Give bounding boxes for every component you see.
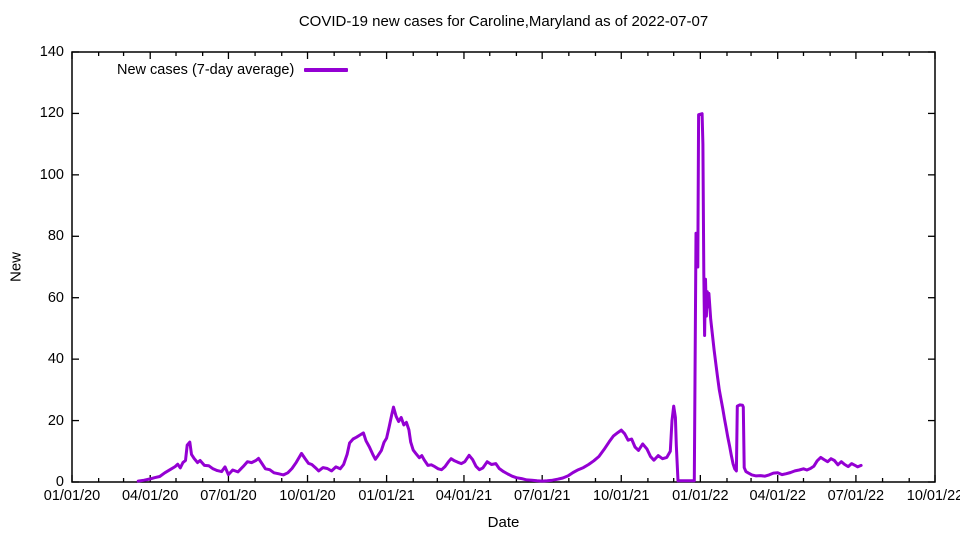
legend-label: New cases (7-day average) — [117, 62, 295, 78]
x-tick-label: 07/01/22 — [827, 488, 885, 504]
chart-title: COVID-19 new cases for Caroline,Maryland… — [298, 13, 709, 30]
legend-line-swatch — [304, 68, 349, 72]
y-tick-label: 0 — [55, 474, 64, 490]
x-tick-label: 10/01/20 — [279, 488, 336, 504]
x-tick-label: 04/01/20 — [121, 488, 179, 504]
series-line-new-cases — [136, 112, 863, 483]
x-axis-label: Date — [487, 514, 520, 531]
x-tick-label: 01/01/20 — [43, 488, 101, 504]
y-tick-label: 60 — [47, 289, 64, 306]
legend: New cases (7-day average) — [117, 62, 349, 78]
x-tick-label: 07/01/20 — [200, 488, 257, 504]
x-tick-label: 07/01/21 — [513, 488, 571, 504]
y-tick-label: 20 — [47, 412, 64, 429]
y-tick-label: 40 — [47, 351, 64, 368]
y-tick-label: 140 — [39, 44, 64, 60]
y-tick-label: 100 — [39, 166, 64, 183]
x-tick-label: 04/01/21 — [435, 488, 493, 504]
y-axis-label: New — [7, 251, 25, 283]
x-tick-label: 04/01/22 — [749, 488, 806, 504]
x-tick-label: 10/01/21 — [593, 488, 650, 504]
y-tick-label: 120 — [39, 105, 64, 122]
x-tick-label: 10/01/22 — [906, 488, 960, 504]
y-tick-label: 80 — [47, 228, 64, 245]
x-tick-label: 01/01/21 — [358, 488, 415, 504]
x-tick-label: 01/01/22 — [672, 488, 729, 504]
plot-border — [71, 51, 936, 483]
